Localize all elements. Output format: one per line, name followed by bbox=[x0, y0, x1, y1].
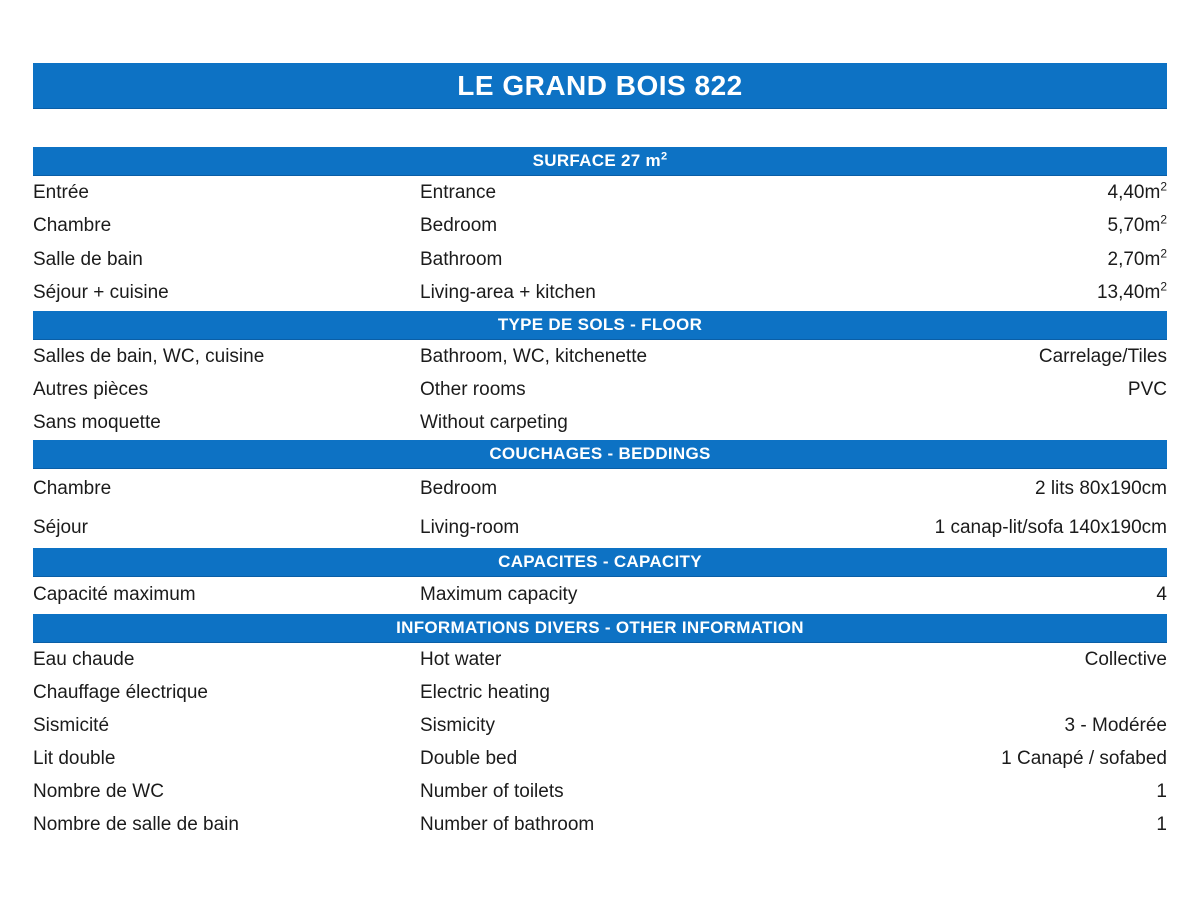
row-label-fr: Salles de bain, WC, cuisine bbox=[33, 345, 265, 367]
row-label-en: Without carpeting bbox=[420, 411, 568, 433]
row-label-en: Hot water bbox=[420, 648, 502, 670]
row-value: 3 - Modérée bbox=[1064, 714, 1167, 736]
row-label-fr: Séjour bbox=[33, 516, 88, 538]
row-value: 4,40m2 bbox=[1107, 179, 1168, 204]
row-value: 5,70m2 bbox=[1107, 212, 1168, 237]
sheet-content: LE GRAND BOIS 822 SURFACE 27 m2 Entrée E… bbox=[33, 63, 1167, 841]
row-value: Carrelage/Tiles bbox=[1038, 345, 1167, 367]
row-value: 1 canap-lit/sofa 140x190cm bbox=[934, 516, 1167, 538]
row-value: 2,70m2 bbox=[1107, 246, 1168, 271]
row-value: 2 lits 80x190cm bbox=[1034, 477, 1167, 499]
table-row: Salle de bain Bathroom 2,70m2 bbox=[33, 243, 1167, 277]
table-row: Chambre Bedroom 5,70m2 bbox=[33, 210, 1167, 244]
row-value: 1 bbox=[1156, 780, 1167, 802]
row-label-fr: Salle de bain bbox=[33, 248, 143, 270]
row-label-en: Sismicity bbox=[420, 714, 495, 736]
row-value-text: 5,70m bbox=[1107, 215, 1161, 237]
row-value: 1 Canapé / sofabed bbox=[1001, 747, 1167, 769]
row-label-fr: Chambre bbox=[33, 477, 112, 499]
row-label-en: Bathroom, WC, kitchenette bbox=[420, 345, 648, 367]
section-capacity: CAPACITES - CAPACITY Capacité maximum Ma… bbox=[33, 548, 1167, 613]
row-label-en: Bathroom bbox=[420, 248, 503, 270]
table-row: Sismicité Sismicity 3 - Modérée bbox=[33, 709, 1167, 742]
row-label-fr: Chambre bbox=[33, 215, 112, 237]
row-value: 13,40m2 bbox=[1096, 279, 1167, 304]
row-label-fr: Nombre de salle de bain bbox=[33, 813, 239, 835]
row-label-en: Double bed bbox=[420, 747, 518, 769]
table-row: Capacité maximum Maximum capacity 4 bbox=[33, 577, 1167, 613]
row-label-en: Living-area + kitchen bbox=[420, 282, 596, 304]
row-label-fr: Autres pièces bbox=[33, 378, 149, 400]
section-header-capacity: CAPACITES - CAPACITY bbox=[33, 548, 1167, 577]
row-value-text: 4,40m bbox=[1107, 181, 1161, 203]
row-label-en: Number of toilets bbox=[420, 780, 564, 802]
section-header-label: TYPE DE SOLS - FLOOR bbox=[497, 315, 703, 334]
section-header-beddings: COUCHAGES - BEDDINGS bbox=[33, 440, 1167, 469]
row-value: 4 bbox=[1156, 584, 1167, 605]
section-header-label: SURFACE 27 m2 bbox=[533, 151, 668, 171]
row-label-fr: Chauffage électrique bbox=[33, 681, 208, 703]
row-value-text: 13,40m bbox=[1096, 282, 1161, 304]
row-label-en: Bedroom bbox=[420, 215, 498, 237]
row-value: PVC bbox=[1127, 378, 1167, 400]
table-row: Entrée Entrance 4,40m2 bbox=[33, 176, 1167, 210]
row-label-fr: Lit double bbox=[33, 747, 116, 769]
page-title: LE GRAND BOIS 822 bbox=[457, 69, 743, 101]
table-row: Salles de bain, WC, cuisine Bathroom, WC… bbox=[33, 340, 1167, 373]
section-header-label: CAPACITES - CAPACITY bbox=[498, 552, 702, 571]
row-value: Collective bbox=[1084, 648, 1167, 670]
row-label-fr: Nombre de WC bbox=[33, 780, 164, 802]
row-label-fr: Entrée bbox=[33, 181, 89, 203]
table-row: Chambre Bedroom 2 lits 80x190cm bbox=[33, 469, 1167, 508]
table-row: Nombre de WC Number of toilets 1 bbox=[33, 775, 1167, 808]
row-label-en: Entrance bbox=[420, 181, 497, 203]
section-other-information: INFORMATIONS DIVERS - OTHER INFORMATION … bbox=[33, 614, 1167, 841]
section-header-label: INFORMATIONS DIVERS - OTHER INFORMATION bbox=[396, 618, 804, 637]
row-label-fr: Séjour + cuisine bbox=[33, 282, 169, 304]
table-row: Lit double Double bed 1 Canapé / sofabed bbox=[33, 742, 1167, 775]
table-row: Autres pièces Other rooms PVC bbox=[33, 373, 1167, 406]
section-header-floor: TYPE DE SOLS - FLOOR bbox=[33, 311, 1167, 340]
row-label-fr: Capacité maximum bbox=[33, 584, 196, 605]
row-value-superscript: 2 bbox=[1160, 246, 1167, 261]
row-value: 1 bbox=[1156, 813, 1167, 835]
section-beddings: COUCHAGES - BEDDINGS Chambre Bedroom 2 l… bbox=[33, 440, 1167, 547]
table-row: Sans moquette Without carpeting bbox=[33, 406, 1167, 439]
row-value-text: 2,70m bbox=[1107, 248, 1161, 270]
section-header-other-information: INFORMATIONS DIVERS - OTHER INFORMATION bbox=[33, 614, 1167, 643]
table-row: Séjour + cuisine Living-area + kitchen 1… bbox=[33, 277, 1167, 311]
row-value-superscript: 2 bbox=[1160, 179, 1167, 194]
section-surface: SURFACE 27 m2 Entrée Entrance 4,40m2 Cha… bbox=[33, 147, 1167, 310]
table-row: Eau chaude Hot water Collective bbox=[33, 643, 1167, 676]
row-label-fr: Sans moquette bbox=[33, 411, 161, 433]
section-header-surface: SURFACE 27 m2 bbox=[33, 147, 1167, 176]
row-label-en: Number of bathroom bbox=[420, 813, 595, 835]
row-label-en: Electric heating bbox=[420, 681, 550, 703]
row-label-en: Maximum capacity bbox=[420, 584, 578, 605]
section-floor: TYPE DE SOLS - FLOOR Salles de bain, WC,… bbox=[33, 311, 1167, 439]
table-row: Chauffage électrique Electric heating bbox=[33, 676, 1167, 709]
table-row: Nombre de salle de bain Number of bathro… bbox=[33, 808, 1167, 841]
section-header-text: SURFACE 27 m bbox=[532, 151, 661, 170]
row-value-superscript: 2 bbox=[1160, 279, 1167, 294]
row-value-superscript: 2 bbox=[1160, 212, 1167, 227]
section-header-label: COUCHAGES - BEDDINGS bbox=[489, 444, 711, 463]
row-label-en: Living-room bbox=[420, 516, 520, 538]
row-label-en: Other rooms bbox=[420, 378, 526, 400]
row-label-fr: Sismicité bbox=[33, 714, 110, 736]
row-label-en: Bedroom bbox=[420, 477, 498, 499]
table-row: Séjour Living-room 1 canap-lit/sofa 140x… bbox=[33, 508, 1167, 547]
section-header-superscript: 2 bbox=[660, 150, 668, 163]
title-banner: LE GRAND BOIS 822 bbox=[33, 63, 1167, 109]
row-label-fr: Eau chaude bbox=[33, 648, 135, 670]
